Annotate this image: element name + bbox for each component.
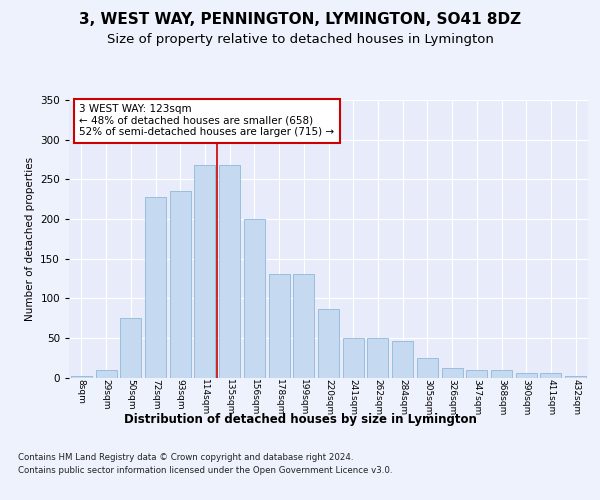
Bar (466, 370, 487, 378)
Text: 3, WEST WAY, PENNINGTON, LYMINGTON, SO41 8DZ: 3, WEST WAY, PENNINGTON, LYMINGTON, SO41… (79, 12, 521, 28)
Bar (293, 274, 314, 378)
Bar (392, 341, 413, 378)
Bar (244, 219, 265, 378)
Bar (417, 358, 438, 378)
Bar (516, 372, 537, 378)
Text: 3 WEST WAY: 123sqm
← 48% of detached houses are smaller (658)
52% of semi-detach: 3 WEST WAY: 123sqm ← 48% of detached hou… (79, 104, 335, 138)
Bar (194, 165, 215, 378)
Bar (343, 338, 364, 378)
Bar (269, 274, 290, 378)
Bar (145, 196, 166, 378)
Bar (565, 376, 586, 378)
Bar (71, 376, 92, 378)
Bar (170, 191, 191, 378)
Y-axis label: Number of detached properties: Number of detached properties (25, 156, 35, 321)
Bar (541, 372, 562, 378)
Bar (491, 370, 512, 378)
Text: Distribution of detached houses by size in Lymington: Distribution of detached houses by size … (124, 412, 476, 426)
Text: Size of property relative to detached houses in Lymington: Size of property relative to detached ho… (107, 32, 493, 46)
Bar (219, 165, 240, 378)
Bar (442, 368, 463, 378)
Bar (95, 370, 116, 378)
Bar (318, 308, 339, 378)
Text: Contains public sector information licensed under the Open Government Licence v3: Contains public sector information licen… (18, 466, 392, 475)
Bar (367, 338, 388, 378)
Bar (120, 318, 141, 378)
Text: Contains HM Land Registry data © Crown copyright and database right 2024.: Contains HM Land Registry data © Crown c… (18, 452, 353, 462)
